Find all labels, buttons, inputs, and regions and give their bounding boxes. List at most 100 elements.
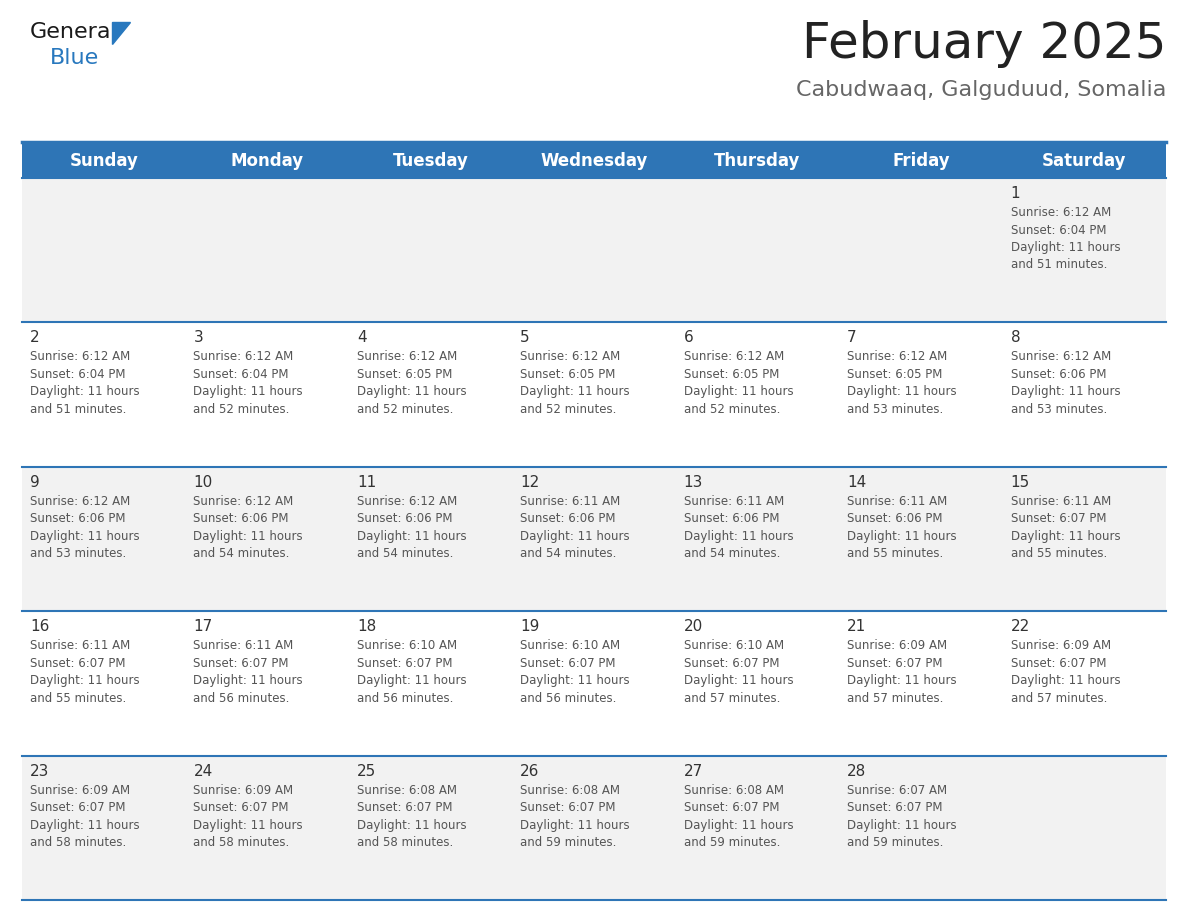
Text: Sunrise: 6:10 AM: Sunrise: 6:10 AM: [684, 639, 784, 652]
Text: and 59 minutes.: and 59 minutes.: [520, 836, 617, 849]
Text: Daylight: 11 hours: Daylight: 11 hours: [847, 819, 956, 832]
Text: Sunrise: 6:11 AM: Sunrise: 6:11 AM: [1011, 495, 1111, 508]
Text: Sunrise: 6:12 AM: Sunrise: 6:12 AM: [847, 351, 947, 364]
Text: Sunset: 6:06 PM: Sunset: 6:06 PM: [520, 512, 615, 525]
Text: 4: 4: [356, 330, 366, 345]
Text: Sunday: Sunday: [69, 152, 138, 170]
Text: Daylight: 11 hours: Daylight: 11 hours: [520, 674, 630, 688]
Text: and 53 minutes.: and 53 minutes.: [1011, 403, 1107, 416]
Text: and 56 minutes.: and 56 minutes.: [194, 691, 290, 705]
Text: 17: 17: [194, 620, 213, 634]
Text: Daylight: 11 hours: Daylight: 11 hours: [30, 819, 140, 832]
Text: Sunset: 6:07 PM: Sunset: 6:07 PM: [684, 801, 779, 814]
Text: Sunset: 6:07 PM: Sunset: 6:07 PM: [1011, 656, 1106, 670]
Bar: [512, 322, 676, 466]
Text: Daylight: 11 hours: Daylight: 11 hours: [30, 386, 140, 398]
Text: General: General: [30, 22, 118, 42]
Text: Sunrise: 6:07 AM: Sunrise: 6:07 AM: [847, 784, 947, 797]
Bar: [185, 756, 349, 900]
Text: and 55 minutes.: and 55 minutes.: [1011, 547, 1107, 560]
Text: 8: 8: [1011, 330, 1020, 345]
Text: Daylight: 11 hours: Daylight: 11 hours: [1011, 674, 1120, 688]
Text: Friday: Friday: [892, 152, 949, 170]
Text: Sunset: 6:07 PM: Sunset: 6:07 PM: [1011, 512, 1106, 525]
Bar: [23, 466, 185, 611]
Text: Daylight: 11 hours: Daylight: 11 hours: [1011, 530, 1120, 543]
Text: Sunset: 6:07 PM: Sunset: 6:07 PM: [356, 801, 453, 814]
Text: Sunrise: 6:12 AM: Sunrise: 6:12 AM: [30, 495, 131, 508]
Text: Sunrise: 6:10 AM: Sunrise: 6:10 AM: [356, 639, 457, 652]
Text: and 59 minutes.: and 59 minutes.: [684, 836, 781, 849]
Text: 14: 14: [847, 475, 866, 490]
Text: Sunset: 6:06 PM: Sunset: 6:06 PM: [847, 512, 942, 525]
Text: and 53 minutes.: and 53 minutes.: [847, 403, 943, 416]
Text: Daylight: 11 hours: Daylight: 11 hours: [356, 819, 467, 832]
Text: 26: 26: [520, 764, 539, 778]
Text: Sunrise: 6:09 AM: Sunrise: 6:09 AM: [30, 784, 131, 797]
Text: Daylight: 11 hours: Daylight: 11 hours: [520, 819, 630, 832]
Text: Blue: Blue: [50, 48, 100, 68]
Bar: [185, 611, 349, 756]
Text: and 53 minutes.: and 53 minutes.: [30, 547, 126, 560]
Bar: [23, 322, 185, 466]
Bar: [23, 144, 1165, 178]
Text: and 52 minutes.: and 52 minutes.: [684, 403, 781, 416]
Bar: [185, 322, 349, 466]
Text: 25: 25: [356, 764, 377, 778]
Bar: [512, 178, 676, 322]
Bar: [839, 756, 1003, 900]
Bar: [676, 178, 839, 322]
Bar: [1003, 466, 1165, 611]
Text: Monday: Monday: [230, 152, 304, 170]
Text: Saturday: Saturday: [1042, 152, 1126, 170]
Text: Sunset: 6:07 PM: Sunset: 6:07 PM: [194, 801, 289, 814]
Text: and 52 minutes.: and 52 minutes.: [194, 403, 290, 416]
Bar: [23, 756, 185, 900]
Text: Sunrise: 6:11 AM: Sunrise: 6:11 AM: [520, 495, 620, 508]
Text: Sunset: 6:07 PM: Sunset: 6:07 PM: [356, 656, 453, 670]
Text: Sunset: 6:07 PM: Sunset: 6:07 PM: [847, 801, 942, 814]
Text: and 55 minutes.: and 55 minutes.: [30, 691, 126, 705]
Bar: [676, 756, 839, 900]
Text: Sunset: 6:05 PM: Sunset: 6:05 PM: [847, 368, 942, 381]
Text: and 51 minutes.: and 51 minutes.: [30, 403, 126, 416]
Text: Sunset: 6:07 PM: Sunset: 6:07 PM: [847, 656, 942, 670]
Text: Daylight: 11 hours: Daylight: 11 hours: [30, 530, 140, 543]
Bar: [512, 466, 676, 611]
Text: Daylight: 11 hours: Daylight: 11 hours: [30, 674, 140, 688]
Text: Daylight: 11 hours: Daylight: 11 hours: [847, 674, 956, 688]
Text: Sunrise: 6:12 AM: Sunrise: 6:12 AM: [356, 351, 457, 364]
Text: 13: 13: [684, 475, 703, 490]
Text: Daylight: 11 hours: Daylight: 11 hours: [194, 674, 303, 688]
Text: Sunset: 6:06 PM: Sunset: 6:06 PM: [684, 512, 779, 525]
Text: 2: 2: [30, 330, 39, 345]
Bar: [839, 322, 1003, 466]
Text: Sunset: 6:07 PM: Sunset: 6:07 PM: [194, 656, 289, 670]
Bar: [23, 178, 185, 322]
Text: Sunrise: 6:11 AM: Sunrise: 6:11 AM: [847, 495, 947, 508]
Bar: [1003, 611, 1165, 756]
Text: and 54 minutes.: and 54 minutes.: [520, 547, 617, 560]
Text: and 52 minutes.: and 52 minutes.: [356, 403, 454, 416]
Text: 20: 20: [684, 620, 703, 634]
Bar: [23, 611, 185, 756]
Text: and 57 minutes.: and 57 minutes.: [1011, 691, 1107, 705]
Text: 11: 11: [356, 475, 377, 490]
Text: 7: 7: [847, 330, 857, 345]
Text: and 54 minutes.: and 54 minutes.: [194, 547, 290, 560]
Text: Sunrise: 6:12 AM: Sunrise: 6:12 AM: [684, 351, 784, 364]
Text: Sunrise: 6:12 AM: Sunrise: 6:12 AM: [356, 495, 457, 508]
Bar: [676, 466, 839, 611]
Text: Sunset: 6:04 PM: Sunset: 6:04 PM: [194, 368, 289, 381]
Text: and 58 minutes.: and 58 minutes.: [194, 836, 290, 849]
Bar: [839, 178, 1003, 322]
Text: Sunset: 6:07 PM: Sunset: 6:07 PM: [30, 656, 126, 670]
Text: Daylight: 11 hours: Daylight: 11 hours: [356, 674, 467, 688]
Text: Sunrise: 6:10 AM: Sunrise: 6:10 AM: [520, 639, 620, 652]
Polygon shape: [112, 22, 129, 44]
Text: Cabudwaaq, Galguduud, Somalia: Cabudwaaq, Galguduud, Somalia: [796, 80, 1165, 100]
Bar: [676, 322, 839, 466]
Text: Sunrise: 6:12 AM: Sunrise: 6:12 AM: [30, 351, 131, 364]
Text: February 2025: February 2025: [802, 20, 1165, 68]
Text: Daylight: 11 hours: Daylight: 11 hours: [1011, 386, 1120, 398]
